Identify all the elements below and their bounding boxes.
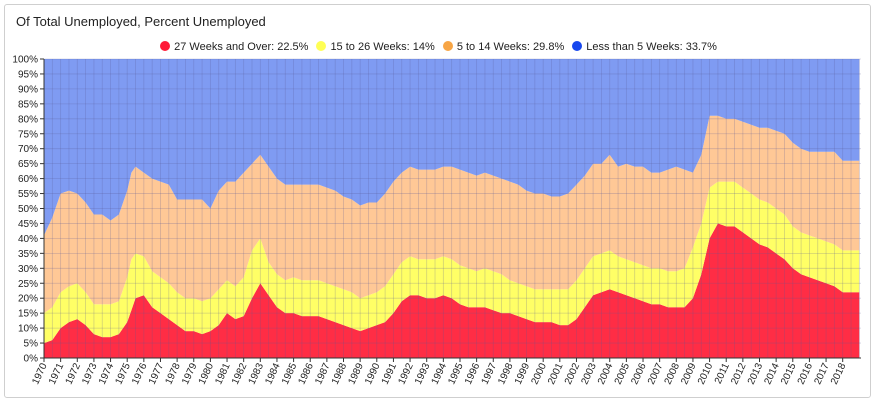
area-5-to-14-weeks[interactable]: [44, 115, 860, 314]
y-tick-label: 100%: [12, 55, 38, 66]
chart-title: Of Total Unemployed, Percent Unemployed: [16, 14, 266, 29]
legend-label: 5 to 14 Weeks: 29.8%: [456, 41, 565, 53]
y-tick-label: 40%: [18, 234, 38, 245]
y-tick-label: 10%: [18, 324, 38, 335]
legend-swatch: [442, 41, 453, 51]
y-tick-label: 90%: [18, 84, 38, 95]
y-tick-label: 35%: [18, 249, 38, 260]
area-27-weeks-and-over[interactable]: [44, 223, 860, 358]
x-tick-label: 2010: [696, 361, 716, 386]
area-less-than-5-weeks[interactable]: [44, 59, 860, 236]
y-tick-label: 5%: [24, 339, 39, 350]
legend-item-0[interactable]: 27 Weeks and Over: 22.5%: [160, 41, 308, 53]
legend-label: 15 to 26 Weeks: 14%: [330, 41, 435, 53]
y-tick-label: 75%: [18, 129, 38, 140]
y-tick-label: 20%: [18, 294, 38, 305]
x-tick-label: 2018: [829, 361, 849, 386]
legend-label: 27 Weeks and Over: 22.5%: [174, 41, 309, 53]
legend-swatch: [160, 41, 171, 51]
legend-label: Less than 5 Weeks: 33.7%: [586, 41, 717, 53]
y-tick-label: 30%: [18, 264, 38, 275]
chart-legend: 27 Weeks and Over: 22.5% 15 to 26 Weeks: …: [5, 41, 872, 53]
y-tick-label: 45%: [18, 219, 38, 230]
y-tick-label: 70%: [18, 144, 38, 155]
y-tick-label: 65%: [18, 159, 38, 170]
grid-lines: [43, 58, 861, 359]
legend-swatch: [572, 41, 583, 51]
legend-item-1[interactable]: 15 to 26 Weeks: 14%: [316, 41, 435, 53]
y-tick-label: 95%: [18, 69, 38, 80]
y-tick-label: 60%: [18, 174, 38, 185]
y-tick-label: 15%: [18, 309, 38, 320]
legend-item-2[interactable]: 5 to 14 Weeks: 29.8%: [442, 41, 565, 53]
y-tick-label: 80%: [18, 114, 38, 125]
y-tick-label: 25%: [18, 279, 38, 290]
legend-item-3[interactable]: Less than 5 Weeks: 33.7%: [572, 41, 717, 53]
legend-swatch: [316, 41, 327, 51]
area-15-to-26-weeks[interactable]: [44, 181, 860, 344]
area-series-group: [44, 59, 861, 358]
y-tick-label: 85%: [18, 99, 38, 110]
y-tick-label: 50%: [18, 204, 38, 215]
y-tick-label: 0%: [24, 354, 39, 365]
y-tick-label: 55%: [18, 189, 38, 200]
